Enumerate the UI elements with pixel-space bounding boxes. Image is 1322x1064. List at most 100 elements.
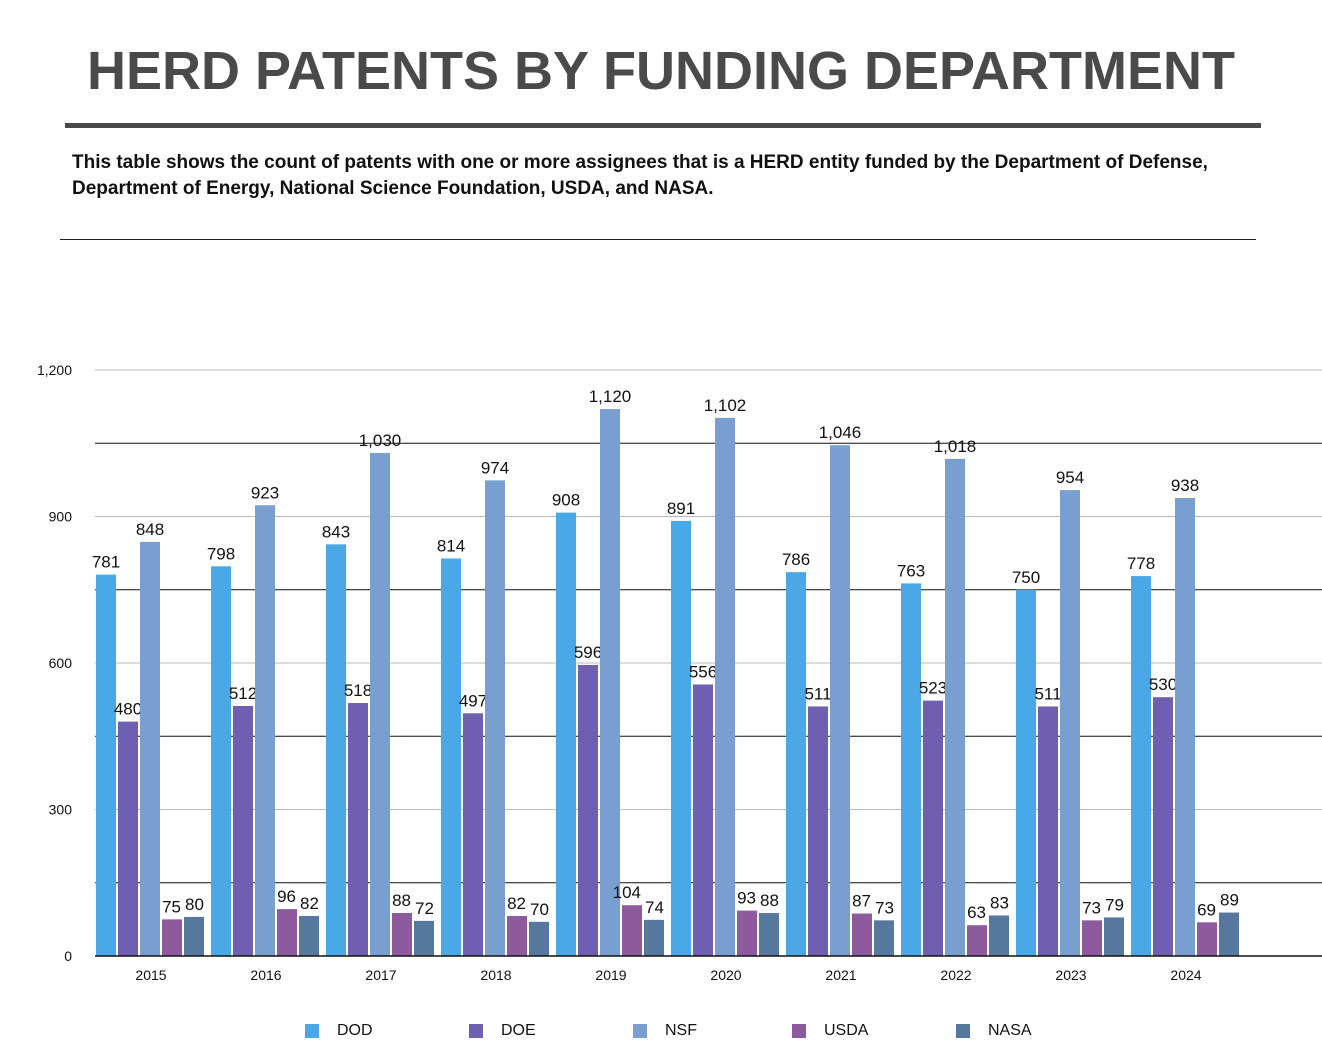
bar-dod <box>326 544 346 956</box>
y-tick-label: 900 <box>49 509 73 525</box>
bar-doe <box>578 664 598 956</box>
data-label: 750 <box>1012 568 1040 587</box>
legend-label: NASA <box>988 1022 1032 1039</box>
bar-usda <box>162 919 182 956</box>
data-label: 814 <box>437 536 465 555</box>
data-label: 954 <box>1056 468 1084 487</box>
legend-item-doe: DOE <box>469 1022 536 1040</box>
bar-nasa <box>299 915 319 956</box>
bar-usda <box>622 905 642 956</box>
legend-item-nasa: NASA <box>956 1022 1032 1040</box>
bar-dod <box>671 520 691 956</box>
bar-usda <box>1197 922 1217 956</box>
data-label: 82 <box>507 894 526 913</box>
legend-swatch <box>633 1024 647 1038</box>
bar-nasa <box>644 919 664 956</box>
data-label: 1,102 <box>704 396 747 415</box>
bar-nsf <box>255 505 275 956</box>
data-label: 87 <box>852 892 871 911</box>
legend-item-nsf: NSF <box>633 1022 697 1040</box>
x-tick-label: 2016 <box>250 967 281 983</box>
data-label: 73 <box>875 898 894 917</box>
bar-usda <box>967 925 987 956</box>
y-tick-label: 300 <box>49 802 73 818</box>
legend-swatch <box>956 1024 970 1038</box>
data-label: 511 <box>1034 684 1061 703</box>
bar-nsf <box>945 458 965 956</box>
data-label: 908 <box>552 491 580 510</box>
x-tick-label: 2018 <box>480 967 511 983</box>
data-label: 88 <box>760 891 779 910</box>
bar-nsf <box>1175 497 1195 956</box>
data-label: 480 <box>114 700 142 719</box>
bar-nasa <box>529 921 549 956</box>
legend-label: DOD <box>337 1022 373 1039</box>
bar-usda <box>737 910 757 956</box>
x-tick-label: 2024 <box>1170 967 1201 983</box>
bar-nsf <box>140 541 160 956</box>
y-tick-label: 1,200 <box>37 362 72 378</box>
data-label: 79 <box>1105 895 1124 914</box>
bar-nasa <box>1104 917 1124 956</box>
legend-item-dod: DOD <box>305 1022 373 1040</box>
bar-nasa <box>1219 912 1239 956</box>
x-tick-label: 2017 <box>365 967 396 983</box>
bar-usda <box>507 915 527 956</box>
legend-swatch <box>305 1024 319 1038</box>
data-label: 596 <box>574 643 602 662</box>
x-tick-label: 2015 <box>135 967 166 983</box>
data-label: 923 <box>251 483 279 502</box>
bar-doe <box>923 700 943 956</box>
bar-dod <box>901 583 921 956</box>
data-label: 798 <box>207 544 235 563</box>
bar-dod <box>211 566 231 956</box>
bar-nasa <box>874 920 894 956</box>
bar-dod <box>556 512 576 956</box>
data-label: 938 <box>1171 476 1199 495</box>
x-tick-label: 2023 <box>1055 967 1086 983</box>
data-label: 763 <box>897 561 925 580</box>
data-label: 497 <box>459 691 487 710</box>
bar-nsf <box>1060 490 1080 956</box>
bar-doe <box>118 721 138 956</box>
data-label: 1,030 <box>359 431 402 450</box>
data-label: 848 <box>136 520 164 539</box>
data-label: 88 <box>392 891 411 910</box>
bar-nsf <box>715 417 735 956</box>
data-label: 1,120 <box>589 387 632 406</box>
page-title: HERD PATENTS BY FUNDING DEPARTMENT <box>86 41 1236 101</box>
bar-doe <box>693 684 713 956</box>
data-label: 73 <box>1082 898 1101 917</box>
legend-label: DOE <box>501 1022 536 1039</box>
bar-dod <box>441 558 461 956</box>
bar-nsf <box>370 453 390 956</box>
bar-doe <box>348 703 368 956</box>
bar-doe <box>463 713 483 956</box>
bar-nasa <box>414 920 434 956</box>
data-label: 96 <box>277 887 296 906</box>
bar-nasa <box>759 913 779 956</box>
data-label: 778 <box>1127 554 1155 573</box>
bar-nsf <box>830 445 850 956</box>
bar-dod <box>786 572 806 956</box>
legend-swatch <box>469 1024 483 1038</box>
x-tick-label: 2019 <box>595 967 626 983</box>
data-label: 69 <box>1197 900 1216 919</box>
x-tick-label: 2022 <box>940 967 971 983</box>
bar-nasa <box>184 916 204 956</box>
bar-doe <box>1153 697 1173 956</box>
legend-swatch <box>792 1024 806 1038</box>
data-label: 523 <box>919 679 947 698</box>
bar-dod <box>96 574 116 956</box>
data-label: 74 <box>645 898 664 917</box>
data-label: 891 <box>667 499 695 518</box>
data-label: 974 <box>481 458 509 477</box>
bar-dod <box>1016 589 1036 956</box>
bar-usda <box>392 913 412 956</box>
data-label: 80 <box>185 895 204 914</box>
data-label: 1,018 <box>934 437 977 456</box>
x-tick-label: 2020 <box>710 967 741 983</box>
bar-doe <box>1038 706 1058 956</box>
bar-doe <box>808 706 828 956</box>
